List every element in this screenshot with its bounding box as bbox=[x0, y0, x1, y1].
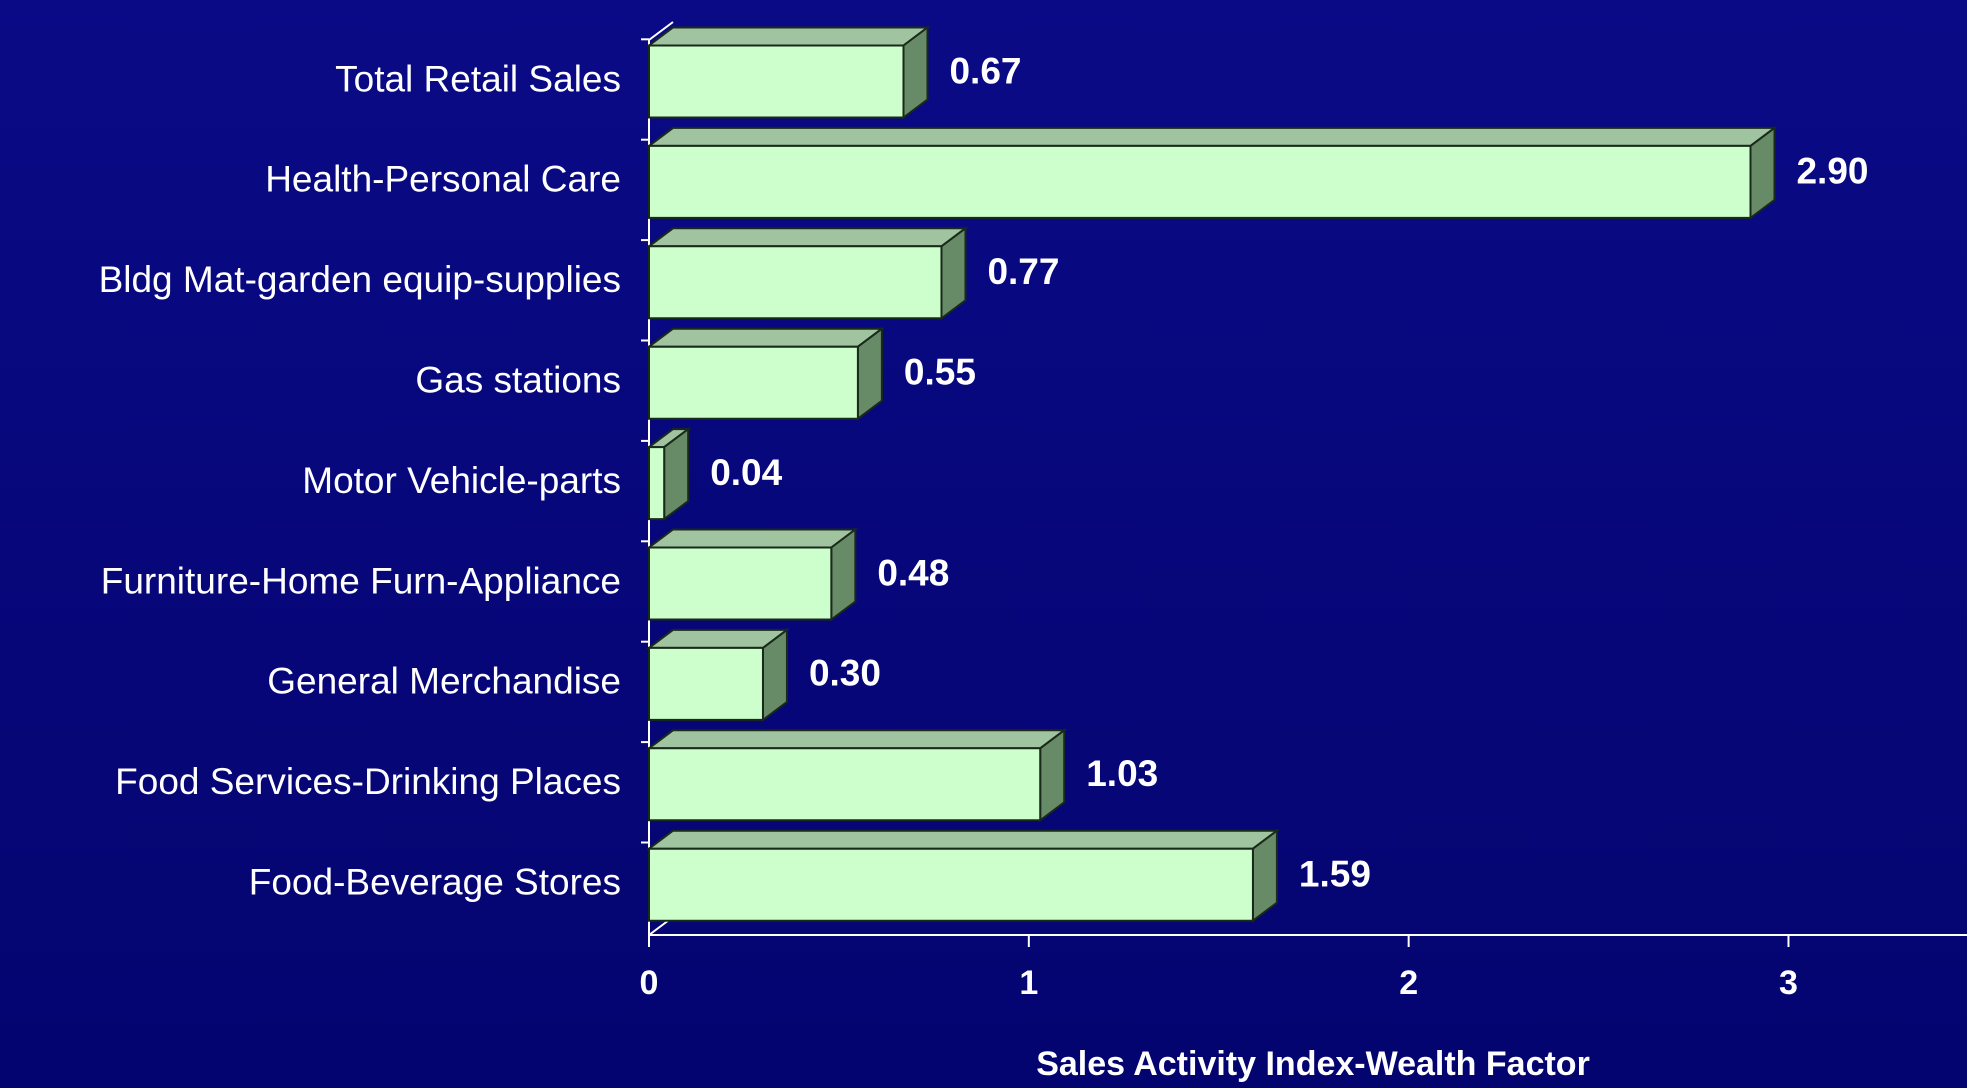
bar-front bbox=[648, 646, 764, 721]
bar bbox=[646, 326, 885, 421]
value-label: 0.55 bbox=[904, 351, 976, 392]
category-label: Gas stations bbox=[415, 359, 621, 400]
category-label: General Merchandise bbox=[267, 661, 621, 702]
bar bbox=[646, 226, 969, 321]
x-tick-label: 2 bbox=[1399, 964, 1418, 1002]
bar-front bbox=[648, 546, 833, 621]
bar-front bbox=[648, 245, 943, 320]
value-label: 2.90 bbox=[1796, 151, 1868, 192]
x-tick-label: 3 bbox=[1779, 964, 1798, 1002]
value-label: 0.04 bbox=[710, 452, 782, 493]
bar-top bbox=[646, 528, 859, 549]
category-label: Food Services-Drinking Places bbox=[115, 761, 621, 802]
bar bbox=[646, 25, 931, 120]
bar-front bbox=[648, 446, 666, 521]
category-label: Total Retail Sales bbox=[335, 58, 621, 99]
bar-top bbox=[646, 327, 885, 348]
x-tick-label: 0 bbox=[640, 964, 659, 1002]
category-label: Furniture-Home Furn-Appliance bbox=[101, 560, 621, 601]
bar-front bbox=[648, 144, 1752, 219]
value-label: 0.67 bbox=[949, 50, 1021, 91]
bar-top bbox=[646, 729, 1068, 750]
bar-top bbox=[646, 26, 931, 47]
bar bbox=[646, 828, 1280, 923]
bar-top bbox=[645, 126, 1778, 147]
category-label: Motor Vehicle-parts bbox=[302, 460, 621, 501]
x-tick-label: 1 bbox=[1019, 964, 1038, 1002]
bar bbox=[646, 627, 790, 722]
bar-top bbox=[646, 227, 969, 248]
bar bbox=[646, 527, 859, 622]
value-label: 0.48 bbox=[877, 552, 949, 593]
category-label: Health-Personal Care bbox=[265, 159, 621, 200]
bar-front bbox=[648, 345, 859, 420]
category-label: Bldg Mat-garden equip-supplies bbox=[99, 259, 621, 300]
bar bbox=[646, 427, 692, 522]
value-label: 0.77 bbox=[987, 251, 1059, 292]
bar bbox=[646, 728, 1068, 823]
category-label: Food-Beverage Stores bbox=[249, 861, 621, 902]
bar-front bbox=[648, 847, 1254, 922]
x-axis-title: Sales Activity Index-Wealth Factor bbox=[1036, 1045, 1590, 1083]
bar bbox=[645, 125, 1778, 220]
value-label: 1.03 bbox=[1086, 753, 1158, 794]
bar-top bbox=[646, 829, 1280, 850]
value-label: 1.59 bbox=[1299, 853, 1371, 894]
bar-front bbox=[648, 44, 905, 119]
bar-front bbox=[648, 747, 1042, 822]
value-label: 0.30 bbox=[809, 653, 881, 694]
